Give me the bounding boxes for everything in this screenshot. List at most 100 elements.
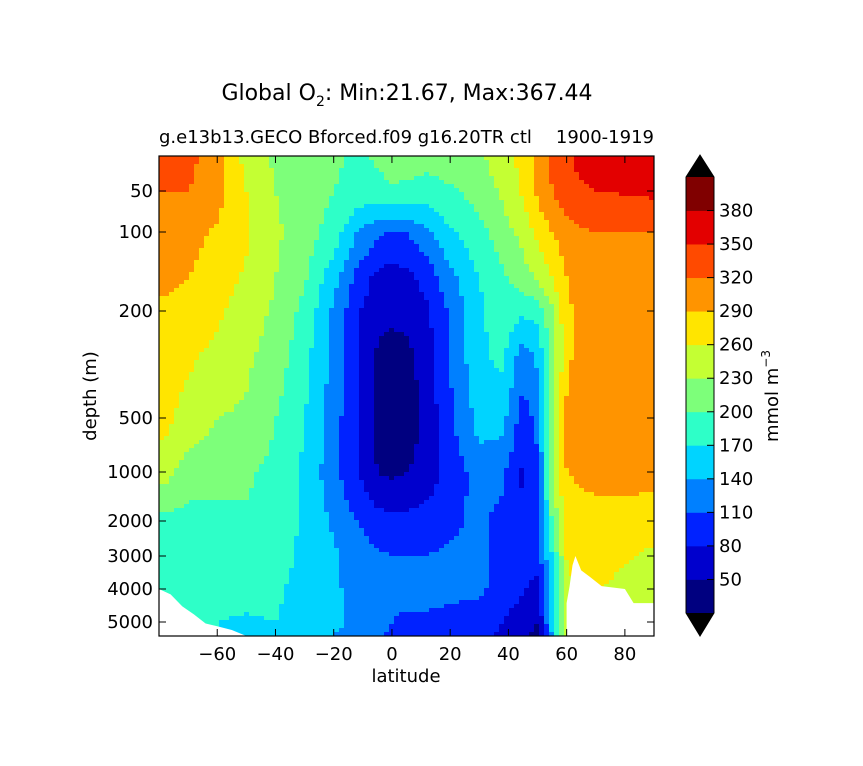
o2-field-cell <box>159 364 195 369</box>
o2-field-cell <box>274 292 305 297</box>
o2-field-cell <box>554 444 560 449</box>
o2-field-cell <box>269 308 300 313</box>
o2-field-cell <box>434 388 455 393</box>
o2-field-cell <box>504 200 525 205</box>
o2-field-cell <box>549 392 555 397</box>
o2-field-cell <box>274 280 305 285</box>
o2-field-cell <box>544 624 550 629</box>
o2-field-cell <box>539 608 545 613</box>
o2-field-cell <box>344 392 360 397</box>
o2-field-cell <box>339 452 360 457</box>
o2-field-cell <box>259 344 290 349</box>
o2-field-cell <box>574 312 654 317</box>
o2-field-cell <box>274 416 305 421</box>
o2-field-cell <box>539 428 545 433</box>
o2-field-cell <box>159 496 250 501</box>
o2-field-cell <box>349 296 365 301</box>
o2-field-cell <box>234 404 280 409</box>
o2-field-cell <box>554 480 560 485</box>
x-tick-label: 20 <box>439 644 462 665</box>
o2-field-cell <box>354 208 435 213</box>
o2-field-cell <box>244 256 280 261</box>
o2-field-cell <box>194 264 245 269</box>
y-tick-label: 50 <box>130 181 153 202</box>
o2-field-cell <box>159 276 190 281</box>
o2-field-cell <box>419 248 445 253</box>
o2-field-cell <box>439 440 460 445</box>
o2-field-cell <box>554 552 560 557</box>
o2-field-cell <box>289 580 340 585</box>
o2-field-cell <box>314 308 330 313</box>
o2-field-cell <box>289 572 340 577</box>
o2-field-cell <box>504 272 535 277</box>
o2-field-cell <box>299 480 325 485</box>
o2-field-cell <box>539 388 545 393</box>
o2-field-cell <box>569 360 654 365</box>
o2-field-cell <box>539 488 545 493</box>
o2-field-cell <box>454 404 470 409</box>
o2-field-cell <box>519 352 535 357</box>
o2-field-cell <box>549 264 565 269</box>
o2-field-cell <box>549 480 555 485</box>
o2-field-cell <box>464 300 485 305</box>
o2-field-cell <box>274 288 305 293</box>
o2-field-cell <box>554 536 560 541</box>
o2-field-cell <box>554 520 560 525</box>
o2-field-cell <box>539 300 550 305</box>
o2-field-cell <box>249 372 285 377</box>
o2-field-cell <box>539 592 545 597</box>
o2-field-cell <box>339 468 360 473</box>
o2-field-cell <box>459 292 485 297</box>
o2-field-cell <box>539 280 555 285</box>
o2-field-cell <box>559 372 570 377</box>
o2-field-cell <box>249 236 285 241</box>
o2-field-cell <box>194 364 255 369</box>
o2-field-cell <box>549 436 555 441</box>
o2-field-cell <box>559 580 565 585</box>
o2-field-cell <box>379 168 490 173</box>
o2-field-cell <box>219 620 345 625</box>
o2-field-cell <box>464 316 485 321</box>
o2-field-cell <box>344 604 445 609</box>
o2-field-cell <box>504 360 515 365</box>
o2-field-cell <box>469 480 505 485</box>
o2-field-cell <box>249 492 300 497</box>
o2-field-cell <box>444 300 465 305</box>
o2-field-cell <box>559 588 565 593</box>
o2-field-cell <box>319 464 340 469</box>
o2-field-cell <box>564 428 654 433</box>
o2-field-cell <box>489 556 540 561</box>
o2-field-cell <box>329 372 345 377</box>
o2-field-cell <box>309 400 325 405</box>
o2-field-cell <box>554 628 560 633</box>
o2-field-cell <box>524 260 545 265</box>
colorbar-tick-label: 110 <box>719 502 753 523</box>
o2-field-cell <box>519 396 525 401</box>
o2-field-cell <box>224 188 245 193</box>
o2-field-cell <box>339 236 355 241</box>
o2-field-cell <box>219 320 265 325</box>
o2-field-cell <box>264 456 300 461</box>
o2-field-cell <box>349 284 370 289</box>
o2-field-cell <box>344 364 360 369</box>
o2-field-cell <box>539 204 560 209</box>
o2-field-cell <box>414 240 440 245</box>
x-tick-label: −20 <box>315 644 353 665</box>
o2-field-cell <box>559 548 565 553</box>
o2-field-cell <box>544 516 550 521</box>
o2-field-cell <box>344 164 375 169</box>
o2-field-cell <box>499 192 520 197</box>
o2-field-cell <box>504 416 520 421</box>
o2-field-cell <box>459 528 490 533</box>
o2-field-cell <box>439 176 495 181</box>
o2-field-cell <box>639 552 654 557</box>
o2-field-cell <box>564 496 654 501</box>
o2-field-cell <box>314 252 335 257</box>
o2-field-cell <box>344 480 365 485</box>
o2-field-cell <box>449 316 465 321</box>
o2-field-cell <box>549 596 555 601</box>
o2-field-cell <box>514 360 535 365</box>
o2-field-cell <box>159 192 225 197</box>
o2-field-cell <box>344 352 360 357</box>
o2-field-cell <box>159 300 230 305</box>
